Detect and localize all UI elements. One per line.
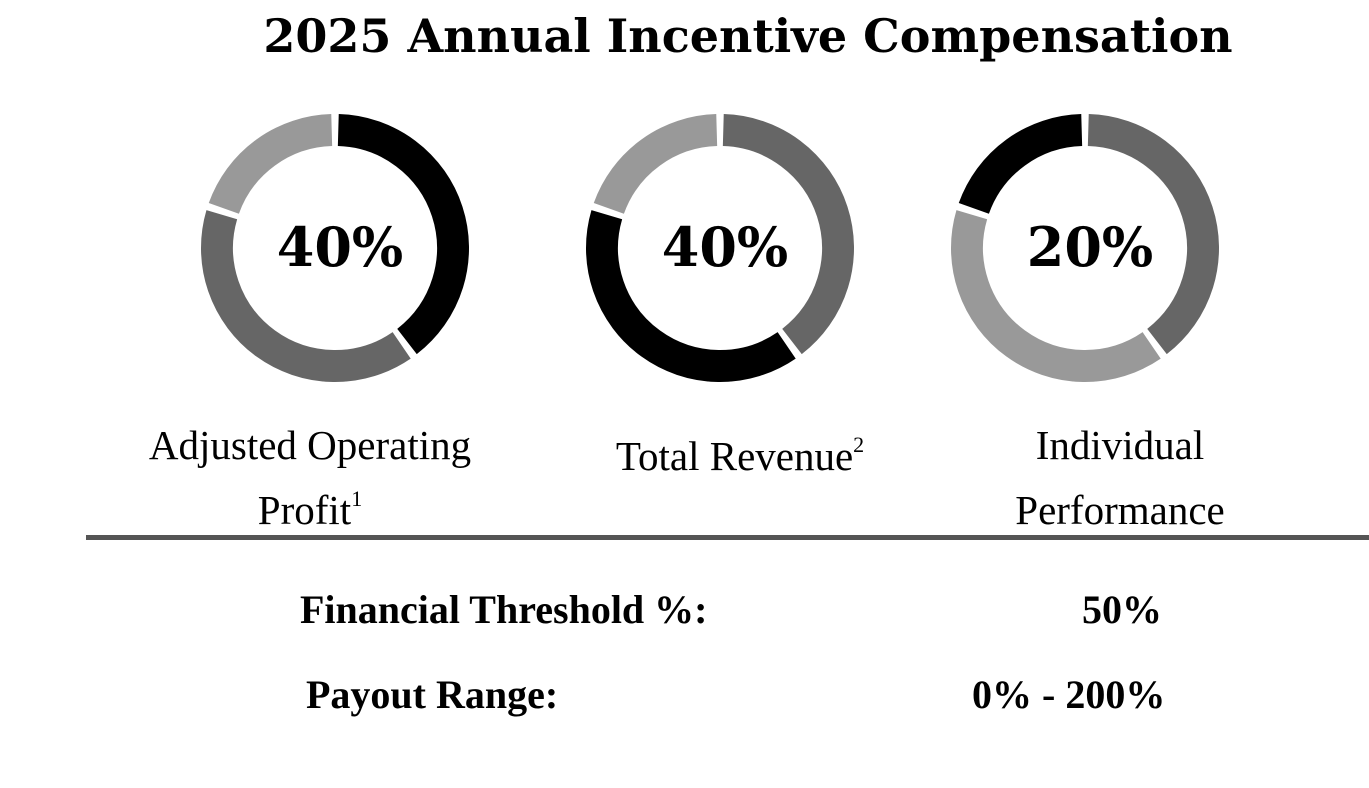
footnote-marker: 2 <box>853 432 865 457</box>
financial-threshold-label: Financial Threshold %: <box>300 587 708 632</box>
divider <box>86 535 1369 540</box>
donut-chart-total-revenue: 40% <box>586 114 854 382</box>
donut-slice <box>593 114 718 215</box>
donut-slice <box>1087 114 1219 355</box>
donut-slice <box>586 210 796 382</box>
donut-slice <box>337 114 469 355</box>
footnote-marker: 1 <box>351 486 363 511</box>
label-total-revenue: Total Revenue2 <box>560 418 920 483</box>
donut-chart-adjusted-operating-profit: 40% <box>201 114 469 382</box>
payout-range-label: Payout Range: <box>306 672 559 717</box>
donut-center-label: 20% <box>1027 215 1153 279</box>
donut-slice <box>958 114 1083 215</box>
donut-slice <box>208 114 333 215</box>
donut-center-label: 40% <box>277 215 403 279</box>
donut-slice <box>201 210 411 382</box>
label-text: Individual Performance <box>1015 422 1225 533</box>
donut-chart-individual-performance: 20% <box>951 114 1219 382</box>
label-individual-performance: Individual Performance <box>955 418 1285 537</box>
donut-charts: 40% 40% 20% <box>201 114 1219 382</box>
donut-slice <box>951 210 1161 382</box>
label-adjusted-operating-profit: Adjusted Operating Profit1 <box>95 418 525 537</box>
donut-center-label: 40% <box>662 215 788 279</box>
financial-threshold-value: 50% <box>1082 587 1162 632</box>
chart-title: 2025 Annual Incentive Compensation <box>263 9 1233 63</box>
label-text: Adjusted Operating Profit <box>148 422 472 533</box>
donut-slice <box>722 114 854 355</box>
payout-range-value: 0% - 200% <box>972 672 1166 717</box>
label-text: Total Revenue <box>615 433 854 479</box>
